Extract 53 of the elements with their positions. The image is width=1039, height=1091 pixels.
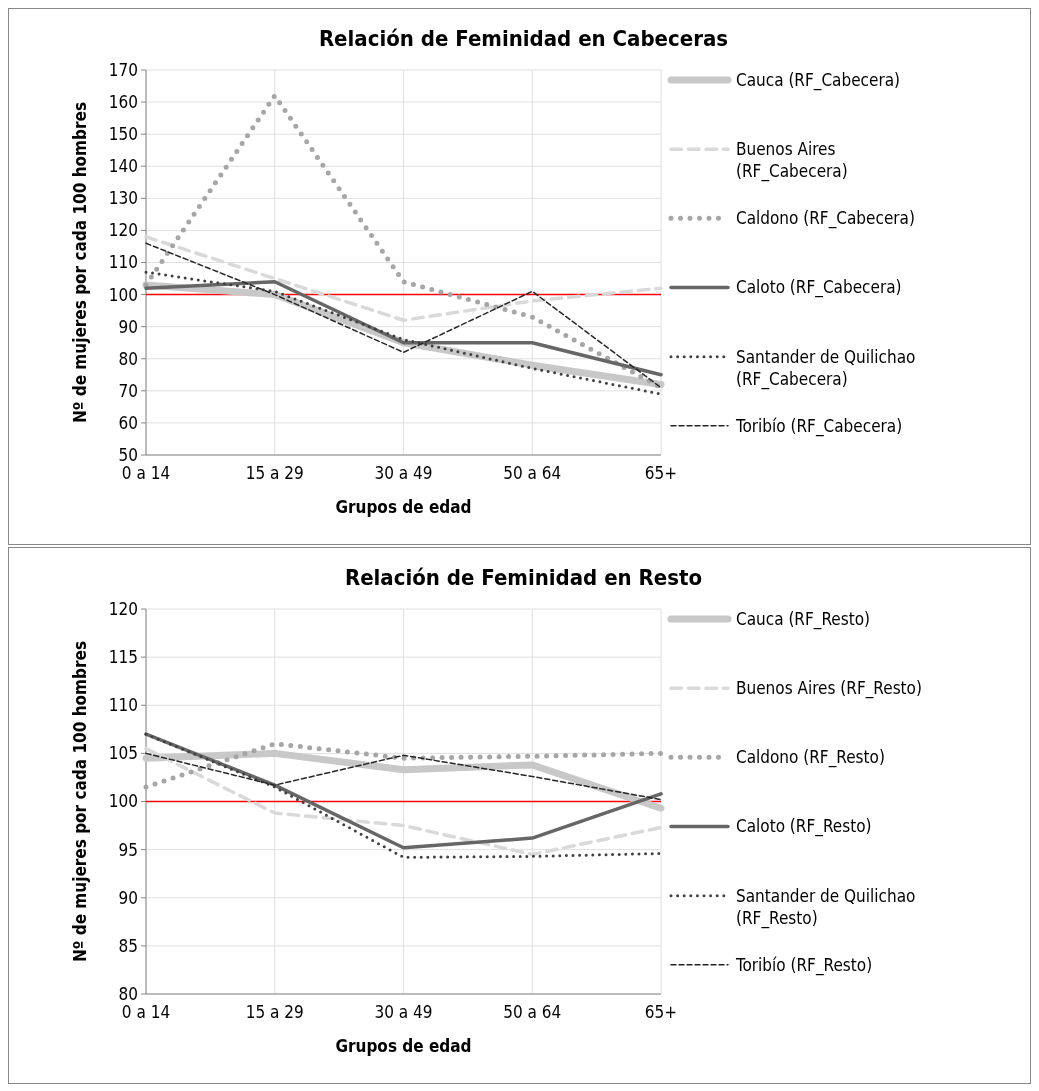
legend-label: Toribío (RF_Cabecera) — [735, 415, 903, 437]
x-tick-label: 0 a 14 — [121, 463, 171, 483]
y-tick-label: 160 — [108, 92, 138, 113]
y-tick-label: 80 — [118, 983, 138, 1004]
x-tick-label: 15 a 29 — [245, 1002, 304, 1022]
x-tick-label: 50 a 64 — [503, 463, 562, 483]
y-tick-label: 120 — [108, 220, 138, 241]
line-series — [145, 242, 662, 389]
x-axis-title: Grupos de edad — [335, 497, 472, 517]
y-tick-label: 85 — [118, 935, 138, 956]
legend-label: Buenos Aires (RF_Resto) — [736, 678, 922, 700]
y-tick-label: 95 — [118, 839, 138, 860]
y-tick-label: 115 — [108, 647, 138, 668]
line-series — [144, 270, 663, 396]
legend-label: Buenos Aires (RF_Cabecera) — [736, 139, 848, 183]
legend-label: Caldono (RF_Resto) — [736, 747, 885, 769]
x-tick-label: 30 a 49 — [374, 463, 433, 483]
y-tick-label: 130 — [108, 188, 138, 209]
y-tick-label: 90 — [118, 316, 138, 337]
y-tick-label: 60 — [118, 412, 138, 433]
x-axis-title: Grupos de edad — [335, 1036, 472, 1056]
y-tick-label: 150 — [108, 124, 138, 145]
y-tick-label: 100 — [108, 284, 138, 305]
y-tick-label: 170 — [108, 59, 138, 80]
legend-label: Toribío (RF_Resto) — [735, 954, 873, 976]
y-tick-label: 50 — [118, 444, 138, 465]
x-tick-label: 65+ — [644, 463, 678, 483]
chart-title: Relación de Feminidad en Resto — [344, 565, 703, 590]
y-tick-label: 110 — [108, 252, 138, 273]
x-tick-label: 50 a 64 — [503, 1002, 562, 1022]
legend-label: Santander de Quilichao (RF_Cabecera) — [736, 346, 916, 390]
x-tick-label: 15 a 29 — [245, 463, 304, 483]
legend-label: Caloto (RF_Cabecera) — [736, 277, 902, 299]
y-tick-label: 80 — [118, 348, 138, 369]
y-axis-title: Nº de mujeres por cada 100 hombres — [70, 640, 90, 963]
y-tick-label: 90 — [118, 887, 138, 908]
y-axis-title: Nº de mujeres por cada 100 hombres — [70, 101, 90, 424]
x-tick-label: 65+ — [644, 1002, 678, 1022]
y-tick-label: 100 — [108, 791, 138, 812]
y-tick-label: 120 — [108, 598, 138, 619]
y-tick-label: 140 — [108, 156, 138, 177]
legend-label: Caloto (RF_Resto) — [736, 816, 872, 838]
y-tick-label: 70 — [118, 380, 138, 401]
line-series — [145, 752, 662, 801]
chart-title: Relación de Feminidad en Cabeceras — [318, 26, 729, 51]
x-tick-label: 0 a 14 — [121, 1002, 171, 1022]
x-tick-label: 30 a 49 — [374, 1002, 433, 1022]
y-tick-label: 105 — [108, 743, 138, 764]
y-tick-label: 110 — [108, 695, 138, 716]
legend-label: Cauca (RF_Resto) — [736, 608, 870, 630]
legend-label: Santander de Quilichao (RF_Resto) — [736, 885, 916, 929]
legend-label: Cauca (RF_Cabecera) — [736, 69, 901, 91]
legend-label: Caldono (RF_Cabecera) — [736, 208, 915, 230]
